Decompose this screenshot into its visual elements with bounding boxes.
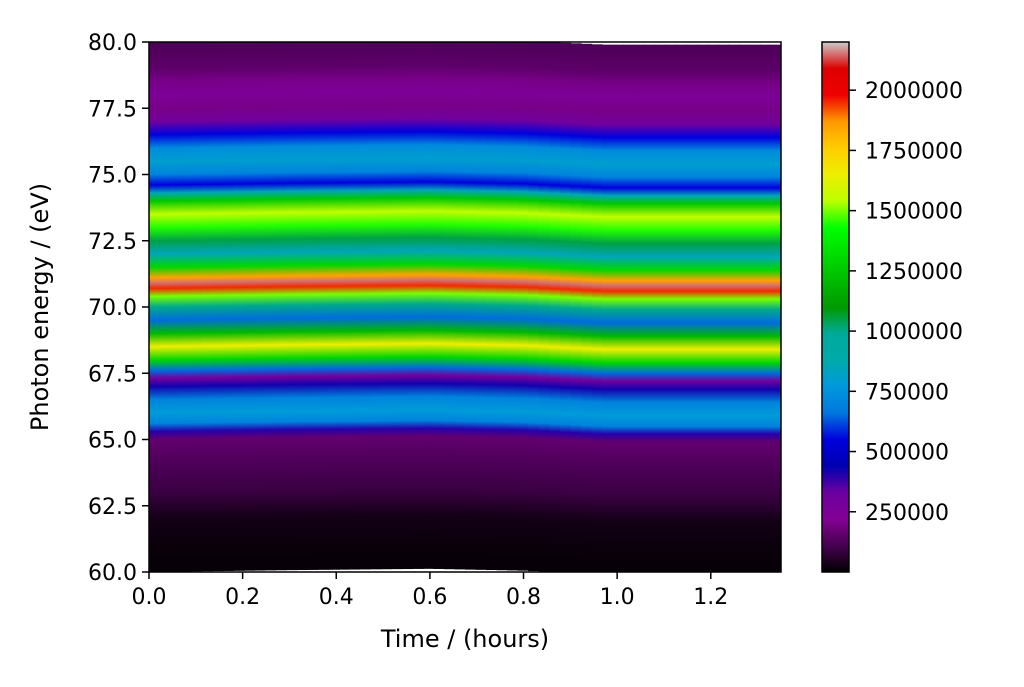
- heatmap-strip: [728, 44, 740, 572]
- heatmap-strip: [654, 44, 666, 572]
- colorbar: [821, 41, 850, 573]
- colorbar-tick-label: 2000000: [865, 79, 963, 104]
- colorbar-tick-label: 750000: [865, 380, 949, 405]
- heatmap-strip: [507, 42, 519, 571]
- y-axis-title: Photon energy / (eV): [26, 183, 54, 431]
- y-tick-label: 70.0: [88, 296, 137, 321]
- x-tick-label: 1.0: [600, 585, 635, 610]
- y-tick-label: 60.0: [88, 561, 137, 586]
- heatmap-strip: [707, 44, 719, 572]
- heatmap-strip: [212, 42, 224, 572]
- heatmap-strip: [317, 42, 329, 570]
- colorbar-tick-label: 1750000: [865, 139, 963, 164]
- heatmap-strip: [191, 42, 203, 572]
- heatmap-strip: [328, 42, 340, 570]
- y-tick-label: 72.5: [88, 230, 137, 255]
- heatmap-strip: [538, 42, 551, 572]
- heatmap-strip: [591, 44, 603, 572]
- y-tick-label: 77.5: [88, 97, 137, 122]
- colorbar-tick-label: 500000: [865, 441, 949, 466]
- heatmap-strip: [149, 42, 161, 572]
- heatmap-strip: [285, 42, 298, 571]
- heatmap-strip: [717, 44, 730, 572]
- heatmap-strip: [665, 44, 677, 572]
- heatmap-strip: [749, 44, 761, 572]
- heatmap-strip: [380, 42, 393, 570]
- x-tick-label: 0.0: [132, 585, 167, 610]
- heatmap-strip: [433, 42, 445, 569]
- x-tick-label: 1.2: [693, 585, 728, 610]
- x-axis: 0.0 0.2 0.4 0.6 0.8 1.0 1.2: [132, 572, 728, 610]
- heatmap-strip: [443, 42, 456, 570]
- heatmap-strip: [612, 44, 624, 572]
- heatmap-strip: [243, 42, 256, 571]
- heatmap-strip: [422, 42, 435, 569]
- heatmap-strip: [170, 42, 182, 572]
- heatmap-strip: [349, 42, 361, 570]
- heatmap-strip: [517, 42, 529, 571]
- heatmap-strip: [496, 42, 508, 571]
- heatmap-strip: [275, 42, 287, 571]
- heatmap-strip: [549, 42, 561, 572]
- heatmap-strip: [233, 42, 245, 571]
- heatmap-strip: [570, 43, 582, 572]
- heatmap-strip: [222, 42, 235, 571]
- heatmap-strip: [359, 42, 371, 570]
- heatmap-strip: [623, 44, 635, 572]
- y-tick-label: 65.0: [88, 429, 137, 454]
- heatmap-strip: [370, 42, 382, 570]
- y-axis: 60.0 62.5 65.0 67.5 70.0 72.5 75.0 77.5 80.0: [88, 31, 149, 586]
- heatmap-strip: [254, 42, 266, 571]
- heatmap-strip: [675, 44, 687, 572]
- heatmap-strip: [454, 42, 466, 570]
- heatmap-strip: [307, 42, 319, 570]
- x-tick-label: 0.6: [412, 585, 447, 610]
- heatmap-plot-area: [149, 42, 781, 572]
- heatmap-strip: [465, 42, 477, 570]
- heatmap-strip: [338, 42, 350, 570]
- y-tick-label: 67.5: [88, 362, 137, 387]
- colorbar-tick-label: 1000000: [865, 320, 963, 345]
- heatmap-strip: [559, 42, 572, 572]
- heatmap-strip: [686, 44, 698, 572]
- heatmap-strip: [180, 42, 192, 572]
- x-tick-label: 0.2: [225, 585, 260, 610]
- heatmap-strip: [201, 42, 213, 572]
- heatmap-strip: [486, 42, 498, 571]
- heatmap-strip: [580, 43, 593, 572]
- heatmap-strip: [475, 42, 487, 570]
- heatmap-strip: [412, 42, 424, 569]
- heatmap-strip: [264, 42, 277, 571]
- heatmap-strip: [770, 44, 781, 572]
- x-tick-label: 0.4: [319, 585, 354, 610]
- y-tick-label: 75.0: [88, 164, 137, 189]
- heatmap-strip: [401, 42, 414, 570]
- y-tick-label: 62.5: [88, 495, 137, 520]
- x-axis-title: Time / (hours): [380, 625, 549, 653]
- heatmap-strip: [391, 42, 403, 570]
- x-tick-label: 0.8: [506, 585, 541, 610]
- heatmap-strip: [296, 42, 308, 571]
- y-tick-label: 80.0: [88, 31, 137, 56]
- heatmap-strip: [738, 44, 751, 572]
- heatmap-strip: [644, 44, 656, 572]
- colorbar-axis: 250000 500000 750000 1000000 1250000 1500000 1…: [849, 79, 963, 526]
- heatmap-strip: [528, 42, 540, 572]
- heatmap-strip: [633, 44, 645, 572]
- heatmap-strip: [601, 44, 614, 572]
- colorbar-tick-label: 1250000: [865, 260, 963, 285]
- heatmap-strip: [759, 44, 772, 572]
- heatmap-strip: [696, 44, 709, 572]
- colorbar-tick-label: 250000: [865, 501, 949, 526]
- colorbar-tick-label: 1500000: [865, 200, 963, 225]
- heatmap-strip: [159, 42, 171, 572]
